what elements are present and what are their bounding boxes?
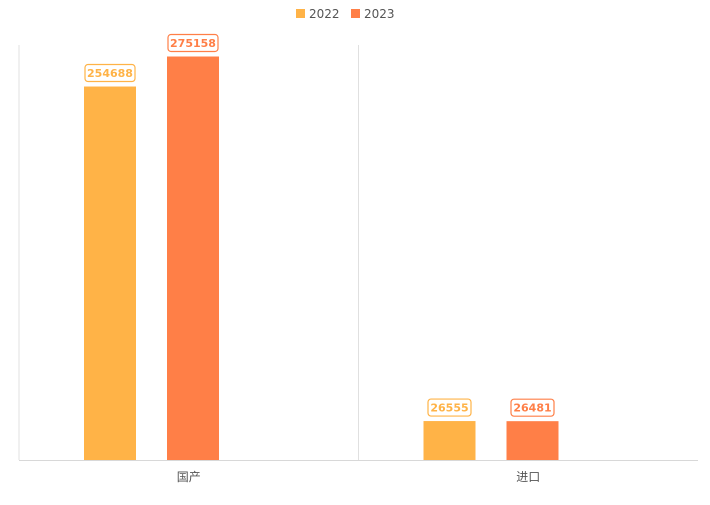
data-label-box <box>84 63 136 83</box>
legend-swatch <box>351 9 360 18</box>
legend-item-2022[interactable]: 2022 <box>296 7 340 21</box>
data-label-2023-进口: 26481 <box>510 398 555 417</box>
bar-2022-国产[interactable] <box>84 86 136 461</box>
data-label-box <box>427 398 472 417</box>
legend-label: 2022 <box>309 7 340 21</box>
category-separators <box>18 45 359 460</box>
x-tick-label-进口: 进口 <box>516 470 540 484</box>
x-axis: 国产 进口 <box>19 460 698 484</box>
data-label-2023-国产: 275158 <box>167 33 219 53</box>
x-tick-label-国产: 国产 <box>177 470 201 484</box>
bar-2023-进口[interactable] <box>506 421 559 460</box>
bar-2022-进口[interactable] <box>423 421 476 460</box>
legend-item-2023[interactable]: 2023 <box>351 7 395 21</box>
data-label-text: 26555 <box>430 402 468 415</box>
bar-2023-国产[interactable] <box>167 56 219 460</box>
data-label-2022-进口: 26555 <box>427 398 472 417</box>
data-label-text: 254688 <box>87 67 133 80</box>
data-label-text: 275158 <box>170 37 216 50</box>
data-label-box <box>167 33 219 53</box>
data-labels: 254688 275158 26555 26481 <box>84 33 555 417</box>
bars <box>84 56 559 461</box>
legend-swatch <box>296 9 305 18</box>
legend[interactable]: 2022 2023 <box>296 7 395 21</box>
data-label-2022-国产: 254688 <box>84 63 136 83</box>
data-label-text: 26481 <box>513 402 551 415</box>
legend-label: 2023 <box>364 7 395 21</box>
data-label-box <box>510 398 555 417</box>
